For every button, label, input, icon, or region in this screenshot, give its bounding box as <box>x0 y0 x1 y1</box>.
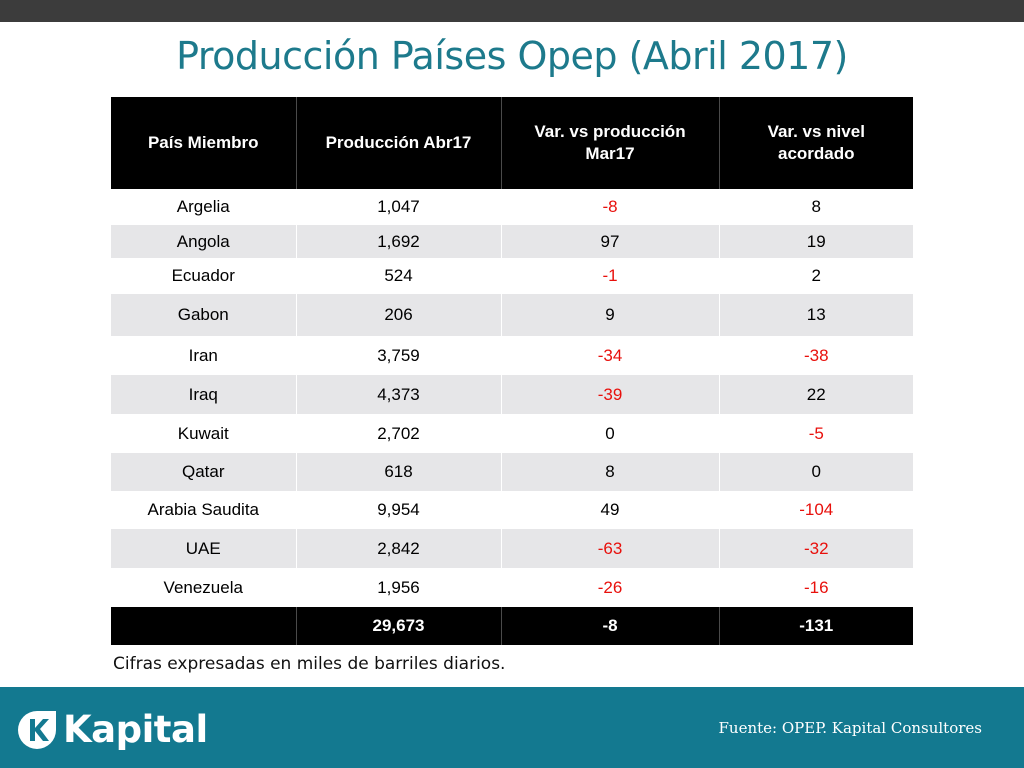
source-text: Fuente: OPEP. Kapital Consultores <box>718 719 982 737</box>
cell-produccion: 1,692 <box>296 225 502 258</box>
top-bar <box>0 0 1024 22</box>
kapital-k-icon <box>18 711 56 749</box>
cell-pais: Arabia Saudita <box>111 491 297 529</box>
cell-pais: Kuwait <box>111 414 297 453</box>
cell-var-acordado: 2 <box>719 258 913 294</box>
production-table: País Miembro Producción Abr17 Var. vs pr… <box>111 97 913 645</box>
total-var-acordado: -131 <box>719 607 913 645</box>
cell-produccion: 4,373 <box>296 375 502 414</box>
cell-produccion: 9,954 <box>296 491 502 529</box>
table-row: Qatar 618 8 0 <box>111 453 913 491</box>
table-row: Ecuador 524 -1 2 <box>111 258 913 294</box>
cell-pais: Iran <box>111 336 297 375</box>
header-var-mar: Var. vs producción Mar17 <box>501 97 720 189</box>
cell-var-mar: -34 <box>501 336 720 375</box>
cell-var-mar: 97 <box>501 225 720 258</box>
cell-produccion: 1,047 <box>296 189 502 225</box>
cell-pais: UAE <box>111 529 297 568</box>
cell-var-acordado: -38 <box>719 336 913 375</box>
cell-produccion: 618 <box>296 453 502 491</box>
cell-produccion: 206 <box>296 294 502 336</box>
logo-text: Kapital <box>63 708 208 751</box>
cell-produccion: 2,842 <box>296 529 502 568</box>
cell-produccion: 2,702 <box>296 414 502 453</box>
cell-pais: Iraq <box>111 375 297 414</box>
cell-pais: Gabon <box>111 294 297 336</box>
cell-pais: Angola <box>111 225 297 258</box>
cell-var-acordado: 19 <box>719 225 913 258</box>
footer-bar: Kapital Fuente: OPEP. Kapital Consultore… <box>0 687 1024 768</box>
cell-var-acordado: 0 <box>719 453 913 491</box>
cell-var-acordado: -32 <box>719 529 913 568</box>
table-row: Gabon 206 9 13 <box>111 294 913 336</box>
cell-var-acordado: 8 <box>719 189 913 225</box>
cell-var-mar: 8 <box>501 453 720 491</box>
total-label <box>111 607 297 645</box>
table-row: Iraq 4,373 -39 22 <box>111 375 913 414</box>
total-row: 29,673 -8 -131 <box>111 607 913 645</box>
cell-produccion: 3,759 <box>296 336 502 375</box>
table-header-row: País Miembro Producción Abr17 Var. vs pr… <box>111 97 913 189</box>
cell-var-mar: -39 <box>501 375 720 414</box>
cell-var-mar: 49 <box>501 491 720 529</box>
cell-pais: Qatar <box>111 453 297 491</box>
table-row: Kuwait 2,702 0 -5 <box>111 414 913 453</box>
header-pais: País Miembro <box>111 97 297 189</box>
table-row: Venezuela 1,956 -26 -16 <box>111 568 913 607</box>
cell-var-acordado: 22 <box>719 375 913 414</box>
header-var-acordado: Var. vs nivel acordado <box>719 97 913 189</box>
cell-var-mar: -63 <box>501 529 720 568</box>
table-body: Argelia 1,047 -8 8 Angola 1,692 97 19 Ecuador 524… <box>111 189 913 645</box>
table-row: Arabia Saudita 9,954 49 -104 <box>111 491 913 529</box>
cell-var-acordado: -16 <box>719 568 913 607</box>
cell-var-acordado: 13 <box>719 294 913 336</box>
total-produccion: 29,673 <box>296 607 502 645</box>
page-title: Producción Países Opep (Abril 2017) <box>176 34 848 78</box>
cell-var-mar: -1 <box>501 258 720 294</box>
cell-var-mar: -8 <box>501 189 720 225</box>
footnote: Cifras expresadas en miles de barriles d… <box>113 654 506 674</box>
table-row: Angola 1,692 97 19 <box>111 225 913 258</box>
total-var-mar: -8 <box>501 607 720 645</box>
cell-var-mar: 0 <box>501 414 720 453</box>
cell-produccion: 1,956 <box>296 568 502 607</box>
table-row: UAE 2,842 -63 -32 <box>111 529 913 568</box>
cell-pais: Ecuador <box>111 258 297 294</box>
cell-pais: Argelia <box>111 189 297 225</box>
cell-var-mar: 9 <box>501 294 720 336</box>
kapital-logo: Kapital <box>16 709 208 751</box>
cell-produccion: 524 <box>296 258 502 294</box>
cell-var-acordado: -5 <box>719 414 913 453</box>
cell-pais: Venezuela <box>111 568 297 607</box>
table-row: Iran 3,759 -34 -38 <box>111 336 913 375</box>
table-row: Argelia 1,047 -8 8 <box>111 189 913 225</box>
header-produccion: Producción Abr17 <box>296 97 502 189</box>
cell-var-acordado: -104 <box>719 491 913 529</box>
cell-var-mar: -26 <box>501 568 720 607</box>
